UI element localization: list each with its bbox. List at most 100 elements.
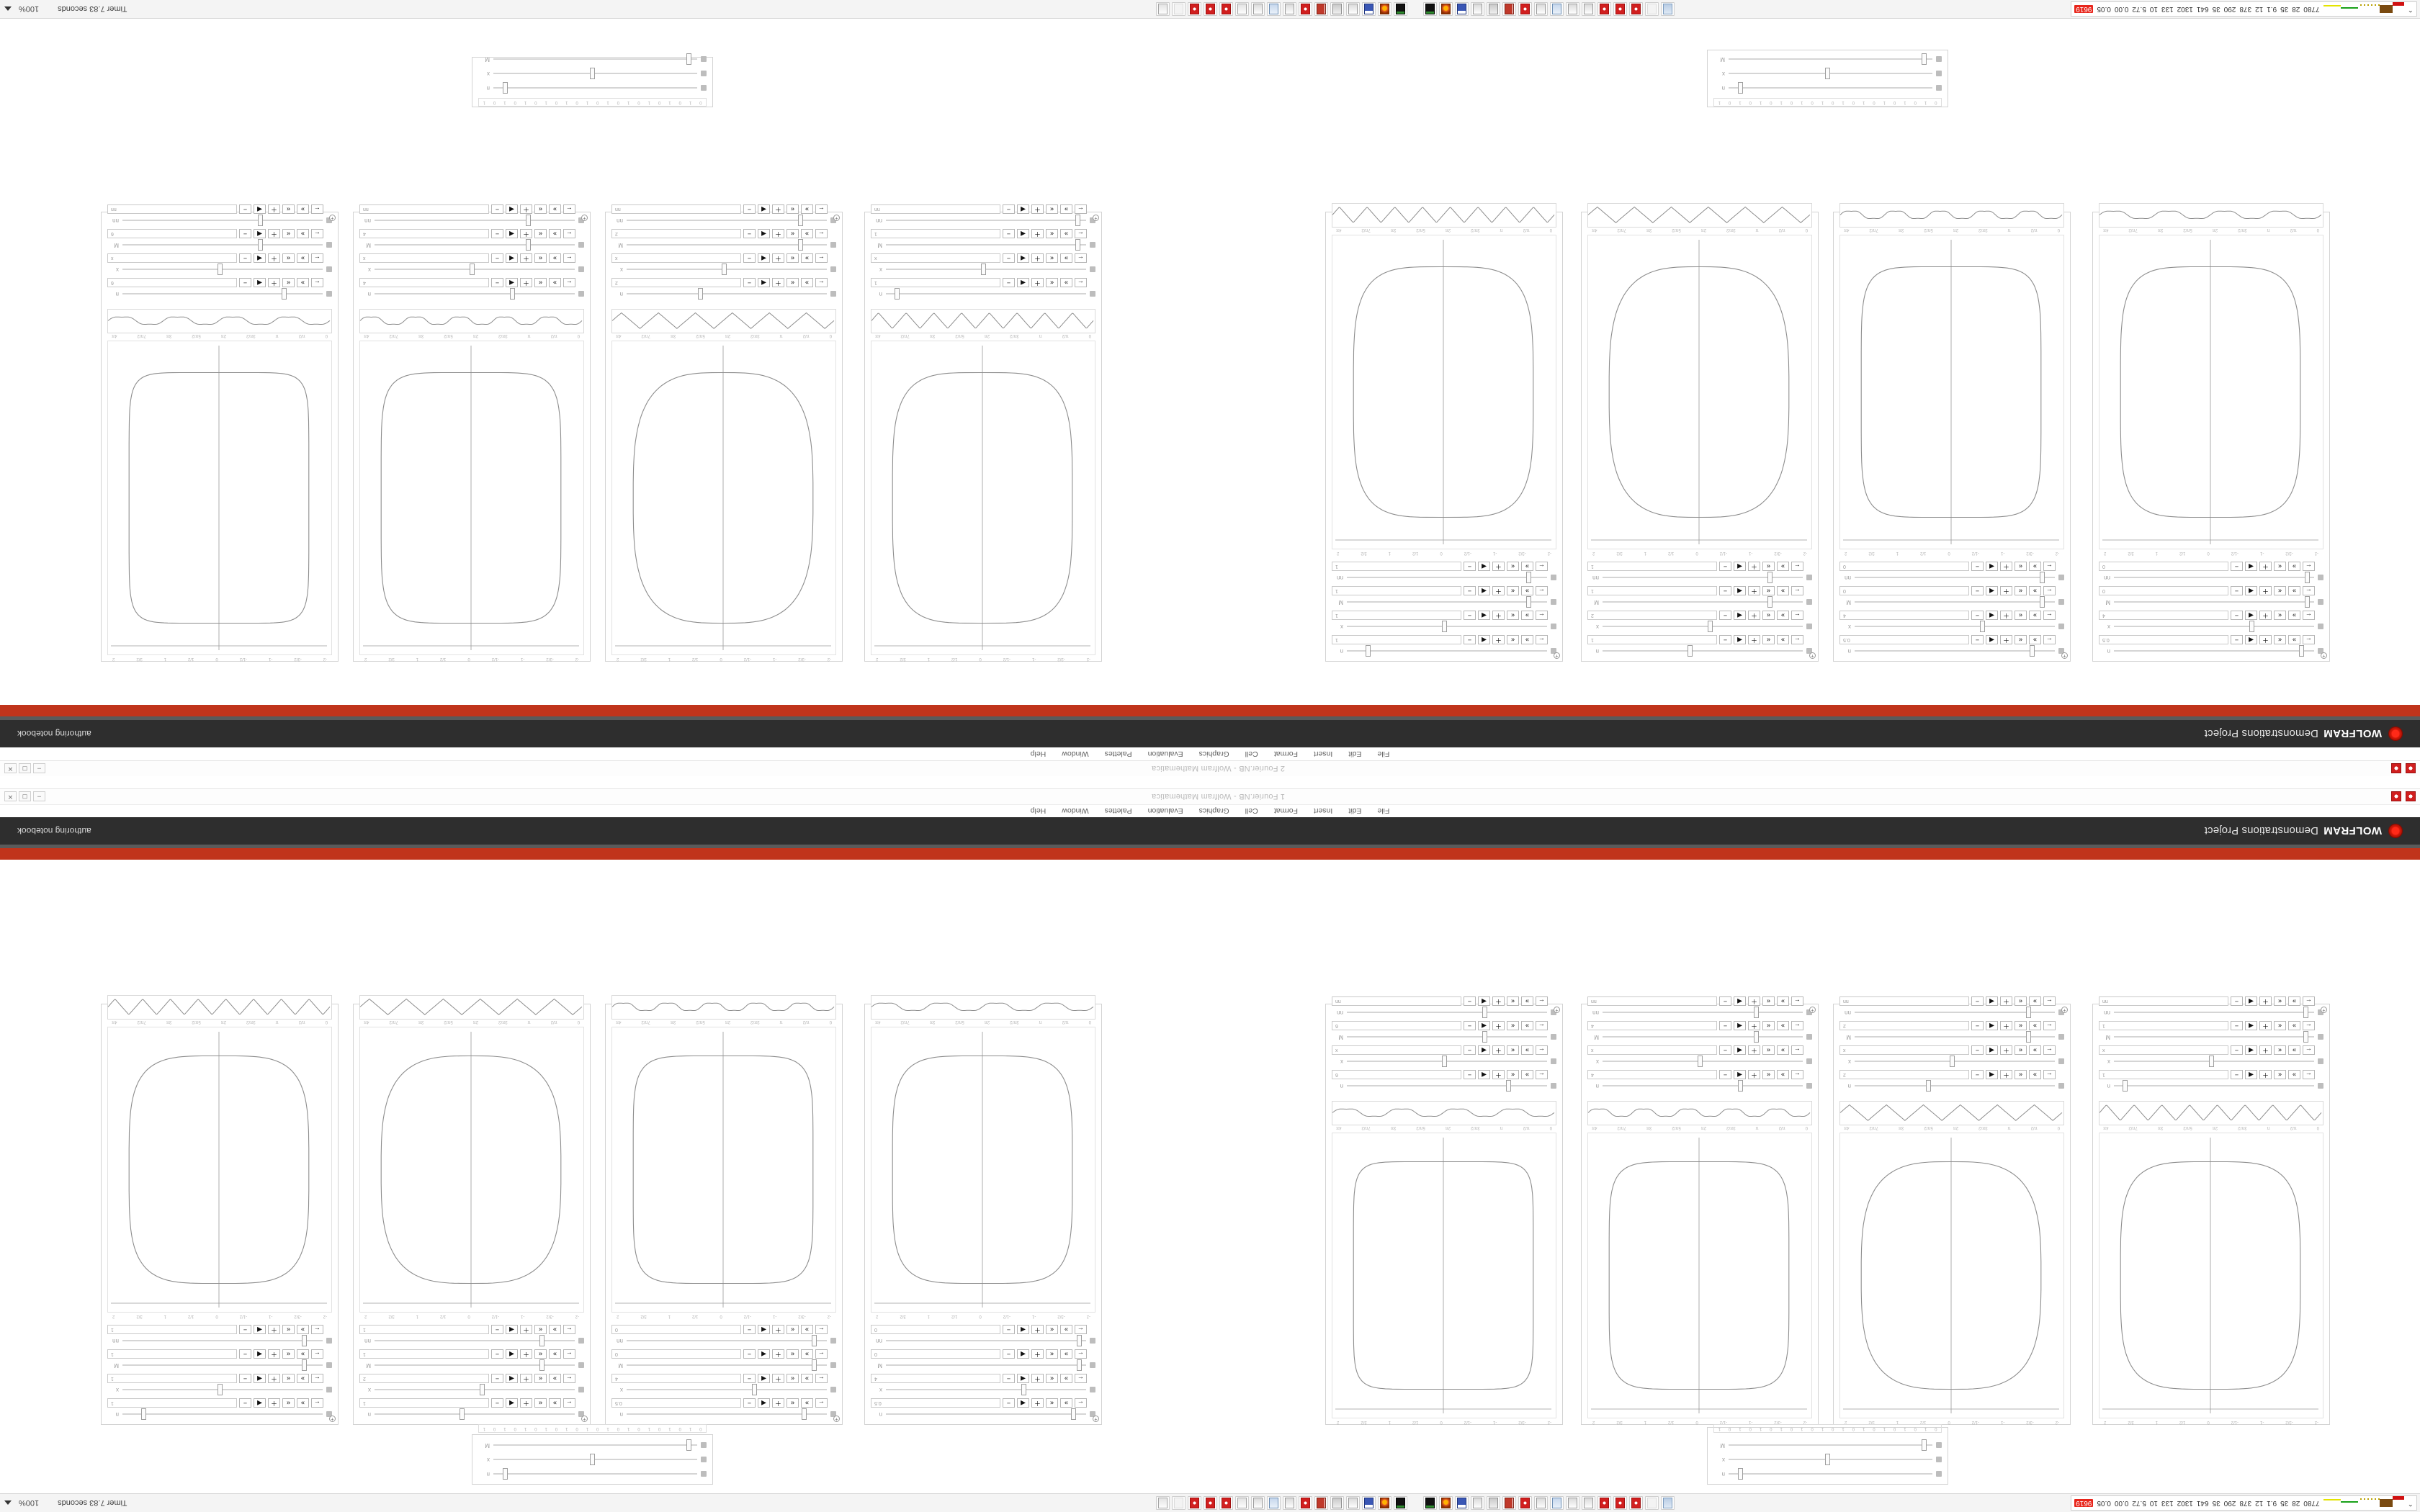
increment-button[interactable]: ＋	[772, 1398, 784, 1408]
step-forward-fast-button[interactable]: «	[282, 1349, 295, 1359]
slider-track[interactable]	[1347, 1056, 1547, 1068]
reset-button[interactable]: ←	[2303, 1045, 2315, 1055]
menu-item-file[interactable]: File	[1377, 750, 1390, 759]
control-block[interactable]: n ←» «＋ ◀ −4 x ←» «＋ ◀ − x M ←» «＋ ◀ −4 nn ←» «＋ ◀ − nn	[354, 198, 590, 304]
save-icon[interactable]	[1455, 2, 1469, 16]
taskbar-left-tray[interactable]: ⌃ 7780 28 35 9.1 12 378 290 35 641 1302 133 10 5.72 0…	[2071, 1495, 2420, 1511]
step-forward-fast-button[interactable]: «	[282, 1325, 295, 1334]
slider-track[interactable]	[122, 288, 323, 300]
mathematica-icon[interactable]	[1204, 1496, 1217, 1510]
step-back-fast-button[interactable]: »	[1060, 253, 1072, 263]
play-button[interactable]: ◀	[1017, 1398, 1029, 1408]
slider-thumb[interactable]	[981, 264, 986, 276]
menu-item-help[interactable]: Help	[1030, 806, 1047, 816]
slider-track[interactable]	[627, 215, 827, 227]
play-button[interactable]: ◀	[1017, 1325, 1029, 1334]
slider-thumb[interactable]	[1979, 621, 1985, 633]
step-back-fast-button[interactable]: »	[2029, 611, 2041, 620]
mathematica-icon[interactable]	[1219, 2, 1233, 16]
slider-track[interactable]	[1347, 1007, 1547, 1019]
decrement-button[interactable]: −	[2231, 1070, 2243, 1079]
window-icon[interactable]	[1267, 2, 1281, 16]
collapse-icon[interactable]	[1551, 624, 1556, 630]
increment-button[interactable]: ＋	[268, 1349, 280, 1359]
step-forward-fast-button[interactable]: «	[786, 229, 799, 238]
slider-track[interactable]	[122, 264, 323, 276]
reset-button[interactable]: ←	[1791, 562, 1803, 571]
control-row[interactable]: x ←» «＋ ◀ −4	[611, 1374, 836, 1396]
increment-button[interactable]: ＋	[2259, 1021, 2272, 1030]
reset-button[interactable]: ←	[2303, 635, 2315, 644]
control-block[interactable]: n ←» «＋ ◀ −1 x ←» «＋ ◀ −1 M ←» «＋ ◀ −1 nn ←» «＋ ◀ −1	[102, 1318, 338, 1424]
slider-track[interactable]	[1603, 621, 1803, 633]
panel-expand-icon[interactable]: +	[1809, 1007, 1816, 1013]
decrement-button[interactable]: −	[491, 278, 503, 287]
step-back-fast-button[interactable]: »	[1777, 1045, 1789, 1055]
step-back-fast-button[interactable]: »	[549, 204, 561, 214]
collapse-icon[interactable]	[1806, 599, 1812, 606]
decrement-button[interactable]: −	[1003, 1325, 1015, 1334]
mathematica-icon[interactable]	[1597, 2, 1611, 16]
step-forward-fast-button[interactable]: «	[282, 1398, 295, 1408]
notebook-icon[interactable]	[1582, 1496, 1595, 1510]
collapse-icon[interactable]	[1806, 1034, 1812, 1040]
slider-thumb[interactable]	[2123, 1080, 2128, 1092]
step-back-fast-button[interactable]: »	[1521, 611, 1533, 620]
decrement-button[interactable]: −	[1464, 1070, 1476, 1079]
taskbar-bottom[interactable]: ⌃ 7780 28 35 9.1 12 378 290 35 641 1302 133 10 5.72 0…	[0, 0, 2420, 19]
decrement-button[interactable]: −	[1003, 1374, 1015, 1383]
control-row[interactable]: n ←» «＋ ◀ −4	[359, 278, 584, 300]
control-row[interactable]: nn ←» «＋ ◀ −1	[359, 1325, 584, 1347]
collapse-icon[interactable]	[830, 242, 836, 248]
decrement-button[interactable]: −	[239, 1349, 251, 1359]
decrement-button[interactable]: −	[2231, 635, 2243, 644]
play-button[interactable]: ◀	[1986, 1045, 1998, 1055]
reset-button[interactable]: ←	[563, 1374, 575, 1383]
step-forward-fast-button[interactable]: «	[2274, 611, 2286, 620]
step-back-fast-button[interactable]: »	[801, 1374, 813, 1383]
step-back-fast-button[interactable]: »	[1521, 1070, 1533, 1079]
slider-track[interactable]	[627, 1384, 827, 1396]
decrement-button[interactable]: −	[1464, 1021, 1476, 1030]
step-back-fast-button[interactable]: »	[1521, 635, 1533, 644]
control-block[interactable]: n ←» «＋ ◀ −1 x ←» «＋ ◀ −2 M ←» «＋ ◀ −1 nn ←» «＋ ◀ −1	[354, 1318, 590, 1424]
slider-thumb[interactable]	[2025, 1007, 2031, 1019]
panel-expand-icon[interactable]: +	[2061, 1007, 2068, 1013]
control-block[interactable]: n x M	[1708, 1433, 1948, 1484]
menu-item-cell[interactable]: Cell	[1245, 806, 1258, 816]
notebook-icon[interactable]	[1582, 2, 1595, 16]
step-back-fast-button[interactable]: »	[1777, 1021, 1789, 1030]
decrement-button[interactable]: −	[2231, 611, 2243, 620]
slider-track[interactable]	[1603, 645, 1803, 657]
slider-thumb[interactable]	[590, 1454, 596, 1466]
slider-value-field[interactable]: 1	[107, 1325, 237, 1334]
decrement-button[interactable]: −	[491, 253, 503, 263]
slider-value-field[interactable]: x	[2099, 1045, 2228, 1055]
play-button[interactable]: ◀	[1734, 586, 1746, 595]
increment-button[interactable]: ＋	[1492, 562, 1505, 571]
step-forward-fast-button[interactable]: «	[1507, 611, 1519, 620]
control-block[interactable]: n ←» «＋ ◀ −2 x ←» «＋ ◀ − x M ←» «＋ ◀ −2 nn ←» «＋ ◀ − nn	[606, 198, 842, 304]
increment-button[interactable]: ＋	[2259, 996, 2272, 1006]
collapse-icon[interactable]	[830, 1362, 836, 1369]
slider-track[interactable]	[2114, 645, 2314, 657]
step-forward-fast-button[interactable]: «	[534, 1349, 547, 1359]
increment-button[interactable]: ＋	[2259, 635, 2272, 644]
step-forward-fast-button[interactable]: «	[282, 1374, 295, 1383]
step-forward-fast-button[interactable]: «	[1046, 1374, 1058, 1383]
step-forward-fast-button[interactable]: «	[1507, 586, 1519, 595]
demonstration-panel[interactable]: + -2 -3/2 -1 -1/2 0 1/2 1 3/2 2 0 π/2 π 3π/2 2π 5π/2 3π 7…	[2092, 996, 2330, 1425]
document-icon[interactable]	[1661, 1496, 1675, 1510]
increment-button[interactable]: ＋	[1492, 1021, 1505, 1030]
slider-thumb[interactable]	[1075, 239, 1080, 251]
demonstration-panel[interactable]: + -2 -3/2 -1 -1/2 0 1/2 1 3/2 2 0 π/2 π 3π/2 2π 5π/2 3π 7…	[1833, 996, 2071, 1425]
increment-button[interactable]: ＋	[268, 1325, 280, 1334]
note-icon[interactable]	[1346, 2, 1360, 16]
firefox-icon[interactable]	[1378, 2, 1392, 16]
slider-track[interactable]	[1729, 1454, 1932, 1466]
control-row[interactable]: nn ←» «＋ ◀ −0	[611, 1325, 836, 1347]
collapse-icon[interactable]	[1090, 1338, 1095, 1344]
control-row[interactable]: n ←» «＋ ◀ −6	[107, 278, 332, 300]
collapse-icon[interactable]	[1090, 1387, 1095, 1393]
control-row[interactable]: x ←» «＋ ◀ − x	[1587, 1045, 1812, 1068]
